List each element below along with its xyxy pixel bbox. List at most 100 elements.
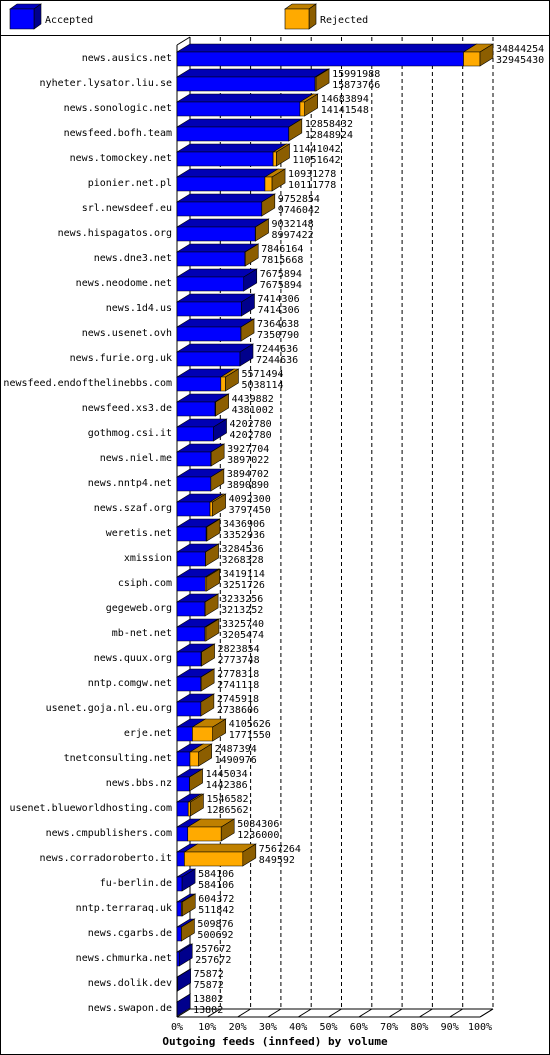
value-label: 7815668 <box>261 255 303 266</box>
category-label: news.neodome.net <box>76 278 172 289</box>
bar <box>176 826 189 842</box>
value-label: 12848924 <box>305 130 353 141</box>
value-label: 500692 <box>197 930 233 941</box>
bar-side <box>189 768 203 792</box>
bar-side <box>244 243 259 267</box>
bar-side <box>200 693 215 717</box>
bar-side <box>181 918 195 942</box>
value-label: 8997422 <box>272 230 314 241</box>
bar-side <box>181 868 196 892</box>
category-label: news.corradoroberto.it <box>40 853 172 864</box>
x-tick-label: 30% <box>259 1022 277 1033</box>
bar-top <box>175 43 478 53</box>
bar-side <box>205 543 219 567</box>
legend-swatch <box>9 8 35 30</box>
bar-side <box>242 843 257 867</box>
value-label: 2823854 <box>218 644 260 655</box>
category-label: weretis.net <box>106 528 172 539</box>
value-label: 584106 <box>198 880 234 891</box>
bar-top <box>175 243 260 253</box>
category-label: news.tomockey.net <box>70 153 172 164</box>
tick-mark <box>237 1008 251 1018</box>
bar <box>176 151 274 167</box>
value-label: 3419114 <box>223 569 265 580</box>
bar <box>264 176 273 192</box>
value-label: 3213252 <box>221 605 263 616</box>
value-label: 3897022 <box>227 455 269 466</box>
bar-side <box>213 418 227 442</box>
bar <box>209 501 213 517</box>
bar-side <box>315 68 330 92</box>
value-label: 15873766 <box>332 80 380 91</box>
category-label: news.niel.me <box>100 453 172 464</box>
bar-side <box>239 343 254 367</box>
value-label: 3797450 <box>229 505 271 516</box>
bar <box>463 51 481 67</box>
bar-side <box>271 168 286 192</box>
value-label: 3233256 <box>221 594 263 605</box>
bar <box>176 351 241 367</box>
bar-top <box>175 143 288 153</box>
tick-mark <box>267 1008 282 1018</box>
value-label: 3284536 <box>222 544 264 555</box>
bar <box>176 301 242 317</box>
bar <box>176 276 245 292</box>
value-label: 4105626 <box>229 719 271 730</box>
category-label: news.swapon.de <box>88 1003 172 1014</box>
category-label: news.usenet.ovh <box>82 328 172 339</box>
category-label: newsfeed.endofthelinebbs.com <box>3 378 172 389</box>
bar <box>187 801 191 817</box>
bar-side <box>178 943 193 967</box>
bar <box>176 426 214 442</box>
bar <box>192 726 214 742</box>
value-label: 1236000 <box>237 830 279 841</box>
category-label: csiph.com <box>118 578 172 589</box>
value-label: 257672 <box>195 955 231 966</box>
bar <box>176 101 301 117</box>
value-label: 7675894 <box>260 269 302 280</box>
tick-mark <box>328 1008 342 1018</box>
value-label: 4439882 <box>232 394 274 405</box>
bar-side <box>276 143 290 167</box>
value-label: 7244636 <box>256 355 298 366</box>
bar <box>176 951 180 967</box>
bar <box>272 151 277 167</box>
bar <box>176 701 202 717</box>
bar-side <box>215 393 229 417</box>
value-label: 9752854 <box>278 194 320 205</box>
bar-side <box>210 443 225 467</box>
value-label: 2487394 <box>215 744 257 755</box>
bar-side <box>181 893 196 917</box>
bar <box>176 201 263 217</box>
category-label: news.quux.org <box>94 653 172 664</box>
value-label: 2738606 <box>217 705 259 716</box>
category-label: tnetconsulting.net <box>64 753 172 764</box>
category-label: nyheter.lysator.liu.se <box>40 78 172 89</box>
value-label: 7675894 <box>260 280 302 291</box>
bar <box>176 651 202 667</box>
bar-side <box>220 818 235 842</box>
bar-top <box>175 268 258 278</box>
category-label: news.nntp4.net <box>88 478 172 489</box>
value-label: 15991988 <box>332 69 380 80</box>
tick-mark <box>358 1008 373 1018</box>
category-label: news.dolik.dev <box>88 978 172 989</box>
value-label: 7414306 <box>257 294 299 305</box>
value-label: 4202780 <box>230 430 272 441</box>
bar-top <box>175 193 276 203</box>
category-label: news.bbs.nz <box>106 778 172 789</box>
value-label: 5084306 <box>237 819 279 830</box>
value-label: 7350790 <box>257 330 299 341</box>
x-tick-label: 40% <box>289 1022 307 1033</box>
category-label: news.chmurka.net <box>76 953 172 964</box>
value-label: 4092300 <box>229 494 271 505</box>
category-label: nntp.terraraq.uk <box>76 903 172 914</box>
bar <box>176 251 246 267</box>
bar-side <box>225 368 239 392</box>
bar-side <box>176 993 191 1017</box>
bar-side <box>190 793 204 817</box>
value-label: 2745918 <box>217 694 259 705</box>
value-label: 32945430 <box>496 55 544 66</box>
category-label: pionier.net.pl <box>88 178 172 189</box>
